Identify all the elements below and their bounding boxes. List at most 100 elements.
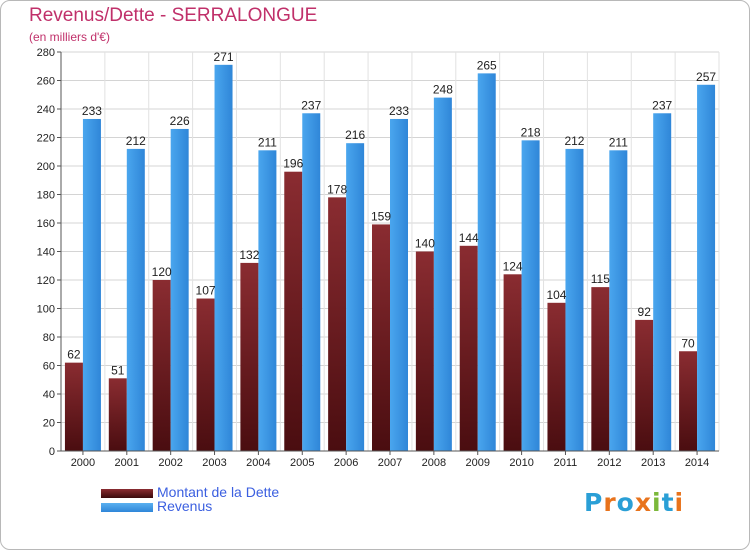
y-tick-label: 240 xyxy=(37,104,55,116)
bar-revenus xyxy=(126,148,145,451)
bar-debt xyxy=(635,319,654,451)
bar-debt xyxy=(152,280,171,451)
data-label: 212 xyxy=(126,134,146,148)
data-label: 271 xyxy=(214,50,234,64)
data-label: 62 xyxy=(67,348,81,362)
axes xyxy=(60,52,719,452)
data-label: 92 xyxy=(638,305,652,319)
bar-revenus xyxy=(170,128,189,451)
x-tick-label: 2005 xyxy=(290,457,314,469)
data-label: 124 xyxy=(503,259,523,273)
x-tick-label: 2001 xyxy=(115,457,139,469)
bar-debt xyxy=(679,351,698,451)
bar-revenus xyxy=(82,118,101,451)
bar-debt xyxy=(108,378,127,451)
data-label: 178 xyxy=(327,182,347,196)
data-label: 265 xyxy=(477,58,497,72)
data-label: 233 xyxy=(389,104,409,118)
data-label: 237 xyxy=(301,98,321,112)
y-tick-label: 260 xyxy=(37,76,55,88)
logo-letter: i xyxy=(652,488,662,517)
bar-revenus xyxy=(258,150,277,451)
legend-label-revenus: Revenus xyxy=(157,498,213,514)
y-tick-label: 120 xyxy=(37,275,55,287)
y-tick-label: 100 xyxy=(37,304,55,316)
y-tick-label: 280 xyxy=(37,47,55,59)
bar-revenus xyxy=(521,140,540,451)
bar-debt xyxy=(284,171,303,451)
x-tick-label: 2006 xyxy=(334,457,358,469)
bar-debt xyxy=(328,197,347,451)
logo-letter: P xyxy=(584,488,604,517)
y-tick-label: 20 xyxy=(43,418,55,430)
data-label: 140 xyxy=(415,237,435,251)
data-label: 226 xyxy=(170,114,190,128)
y-axis-ticks: 0 20 40 60 80 100 120 140 160 180 200 220 240 260 280 xyxy=(37,47,61,458)
data-label: 248 xyxy=(433,83,453,97)
bar-debt xyxy=(415,251,434,451)
x-tick-label: 2010 xyxy=(509,457,533,469)
logo-letter: x xyxy=(634,488,652,517)
bar-revenus xyxy=(477,73,496,451)
data-label: 257 xyxy=(696,70,716,84)
data-label: 159 xyxy=(371,209,391,223)
y-tick-label: 200 xyxy=(37,161,55,173)
proxiti-logo: Proxiti xyxy=(584,488,684,517)
bar-debt xyxy=(372,224,390,451)
data-label: 196 xyxy=(283,157,303,171)
x-tick-label: 2014 xyxy=(685,457,709,469)
data-label: 51 xyxy=(111,363,125,377)
x-tick-label: 2007 xyxy=(378,457,402,469)
x-tick-label: 2011 xyxy=(554,457,578,469)
chart-subtitle: (en milliers d'€) xyxy=(29,30,110,44)
y-tick-label: 0 xyxy=(49,446,55,458)
data-label: 211 xyxy=(258,135,277,149)
x-tick-label: 2004 xyxy=(246,457,270,469)
legend-swatch-debt xyxy=(101,489,153,498)
x-tick-label: 2008 xyxy=(422,457,446,469)
logo-letter: r xyxy=(603,488,617,517)
bar-debt xyxy=(591,287,610,451)
y-tick-label: 220 xyxy=(37,133,55,145)
x-tick-label: 2012 xyxy=(597,457,621,469)
x-tick-label: 2003 xyxy=(202,457,226,469)
y-tick-label: 40 xyxy=(43,389,55,401)
bars xyxy=(64,64,716,452)
data-label: 104 xyxy=(546,288,566,302)
data-label: 70 xyxy=(681,336,695,350)
bar-revenus xyxy=(697,84,716,452)
data-labels: 62 233 51 212 120 226 107 271 132 211 196 237 178 216… xyxy=(67,50,716,378)
legend-label-debt: Montant de la Dette xyxy=(157,484,280,500)
data-label: 211 xyxy=(609,135,628,149)
data-label: 120 xyxy=(152,265,172,279)
legend-swatch-revenus xyxy=(101,503,153,512)
y-tick-label: 160 xyxy=(37,218,55,230)
bar-revenus xyxy=(565,148,584,451)
bar-revenus xyxy=(214,64,233,451)
data-label: 237 xyxy=(652,98,672,112)
logo-letter: o xyxy=(616,488,635,517)
x-axis-ticks: 2000 2001 2002 2003 2004 2005 2006 2007 2008 2009… xyxy=(71,451,709,469)
bar-debt xyxy=(547,302,566,451)
bar-revenus xyxy=(346,143,365,451)
bar-revenus xyxy=(653,113,672,452)
bar-debt xyxy=(196,298,215,451)
logo-letter: t xyxy=(661,488,675,517)
x-tick-label: 2009 xyxy=(465,457,489,469)
data-label: 216 xyxy=(345,128,365,142)
bar-debt xyxy=(240,262,259,451)
data-label: 144 xyxy=(459,231,479,245)
logo-letter: i xyxy=(674,488,685,517)
y-tick-label: 80 xyxy=(43,332,55,344)
y-tick-label: 60 xyxy=(43,361,55,373)
y-tick-label: 180 xyxy=(37,190,55,202)
chart-title: Revenus/Dette - SERRALONGUE xyxy=(29,5,318,26)
data-label: 132 xyxy=(239,248,259,262)
data-label: 107 xyxy=(196,284,216,298)
bar-debt xyxy=(503,274,522,451)
y-tick-label: 140 xyxy=(37,247,55,259)
data-label: 233 xyxy=(82,104,102,118)
data-label: 212 xyxy=(564,134,584,148)
